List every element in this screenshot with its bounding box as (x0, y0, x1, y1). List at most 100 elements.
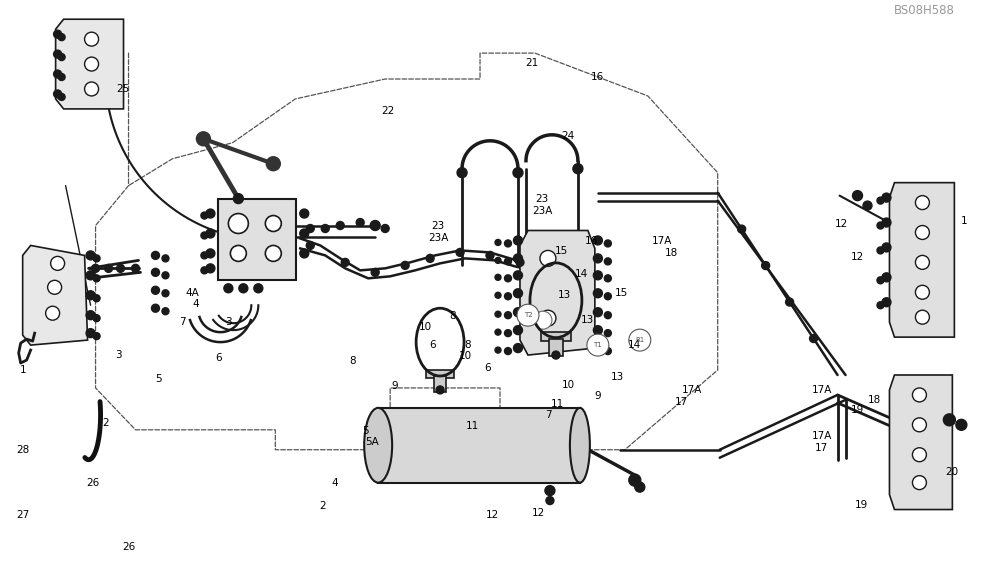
Circle shape (105, 264, 113, 272)
Circle shape (915, 226, 929, 240)
Circle shape (882, 218, 891, 227)
Text: 12: 12 (851, 252, 864, 262)
Circle shape (381, 225, 389, 233)
Bar (541, 332, 571, 341)
Polygon shape (520, 230, 595, 355)
Circle shape (504, 240, 511, 247)
Circle shape (912, 448, 926, 462)
Circle shape (265, 215, 281, 232)
Circle shape (853, 191, 862, 200)
Circle shape (534, 311, 552, 329)
Text: 12: 12 (835, 219, 848, 229)
Circle shape (513, 344, 522, 353)
Text: 7: 7 (179, 317, 186, 327)
Circle shape (457, 168, 467, 177)
Text: 12: 12 (485, 510, 499, 520)
Circle shape (93, 295, 100, 302)
Circle shape (504, 329, 511, 336)
Circle shape (915, 255, 929, 270)
Circle shape (513, 289, 522, 298)
Text: 4: 4 (332, 479, 339, 488)
Circle shape (513, 236, 522, 245)
Circle shape (882, 193, 891, 202)
Text: 13: 13 (558, 290, 572, 300)
Circle shape (206, 264, 215, 273)
Text: 17A: 17A (811, 431, 832, 441)
Text: 13: 13 (611, 372, 624, 382)
Circle shape (877, 222, 884, 229)
Text: 4: 4 (192, 300, 199, 309)
Text: T1: T1 (593, 342, 602, 348)
Circle shape (54, 70, 62, 78)
Circle shape (321, 225, 329, 233)
Circle shape (877, 197, 884, 204)
Bar (434, 376, 446, 392)
Circle shape (604, 347, 611, 355)
Circle shape (151, 286, 159, 294)
Circle shape (86, 329, 95, 338)
Circle shape (882, 298, 891, 307)
Circle shape (46, 306, 60, 320)
Text: 15: 15 (555, 246, 569, 256)
Circle shape (93, 314, 100, 321)
Circle shape (206, 249, 215, 258)
Circle shape (495, 257, 501, 263)
Text: 19: 19 (851, 405, 864, 415)
Circle shape (58, 33, 65, 41)
Circle shape (495, 274, 501, 281)
Text: 8: 8 (349, 356, 356, 366)
Text: T2: T2 (524, 312, 532, 318)
Circle shape (341, 259, 349, 266)
Text: 18: 18 (665, 248, 678, 257)
Text: 14: 14 (575, 269, 589, 279)
Text: 3: 3 (225, 317, 232, 327)
Circle shape (587, 334, 609, 356)
Text: 17A: 17A (811, 385, 832, 396)
Circle shape (54, 50, 62, 58)
Circle shape (230, 245, 246, 262)
Circle shape (593, 308, 602, 317)
Text: 16: 16 (585, 236, 598, 246)
Circle shape (93, 275, 100, 282)
Text: 11: 11 (465, 421, 479, 431)
Circle shape (306, 241, 314, 249)
Circle shape (513, 271, 522, 280)
Text: 23A: 23A (428, 233, 448, 242)
Circle shape (228, 214, 248, 233)
Circle shape (93, 255, 100, 262)
Bar (378, 408, 580, 483)
Bar (218, 199, 296, 281)
Circle shape (540, 251, 556, 266)
Circle shape (151, 304, 159, 312)
Text: 18: 18 (868, 395, 881, 406)
Circle shape (513, 325, 522, 335)
Polygon shape (56, 19, 124, 109)
Circle shape (54, 30, 62, 38)
Text: 8: 8 (449, 311, 455, 321)
Text: 17A: 17A (682, 385, 702, 396)
Text: 6: 6 (485, 362, 491, 373)
Circle shape (504, 275, 511, 282)
Text: 21: 21 (525, 58, 539, 69)
Text: 10: 10 (419, 323, 432, 332)
Text: 4A: 4A (186, 288, 199, 298)
Text: 10: 10 (561, 380, 574, 390)
Circle shape (239, 284, 248, 293)
Text: 2: 2 (102, 418, 109, 428)
Text: 15: 15 (615, 288, 628, 298)
Circle shape (486, 251, 494, 259)
Circle shape (224, 284, 233, 293)
Circle shape (877, 277, 884, 284)
Text: 17A: 17A (652, 236, 672, 246)
Circle shape (546, 497, 554, 505)
Text: 25: 25 (116, 84, 129, 93)
Circle shape (912, 388, 926, 402)
Circle shape (300, 229, 309, 238)
Circle shape (206, 209, 215, 218)
Circle shape (956, 419, 967, 430)
Circle shape (300, 209, 309, 218)
Text: 24: 24 (561, 131, 575, 141)
Circle shape (495, 329, 501, 335)
Text: 26: 26 (122, 541, 135, 552)
Polygon shape (889, 375, 952, 510)
